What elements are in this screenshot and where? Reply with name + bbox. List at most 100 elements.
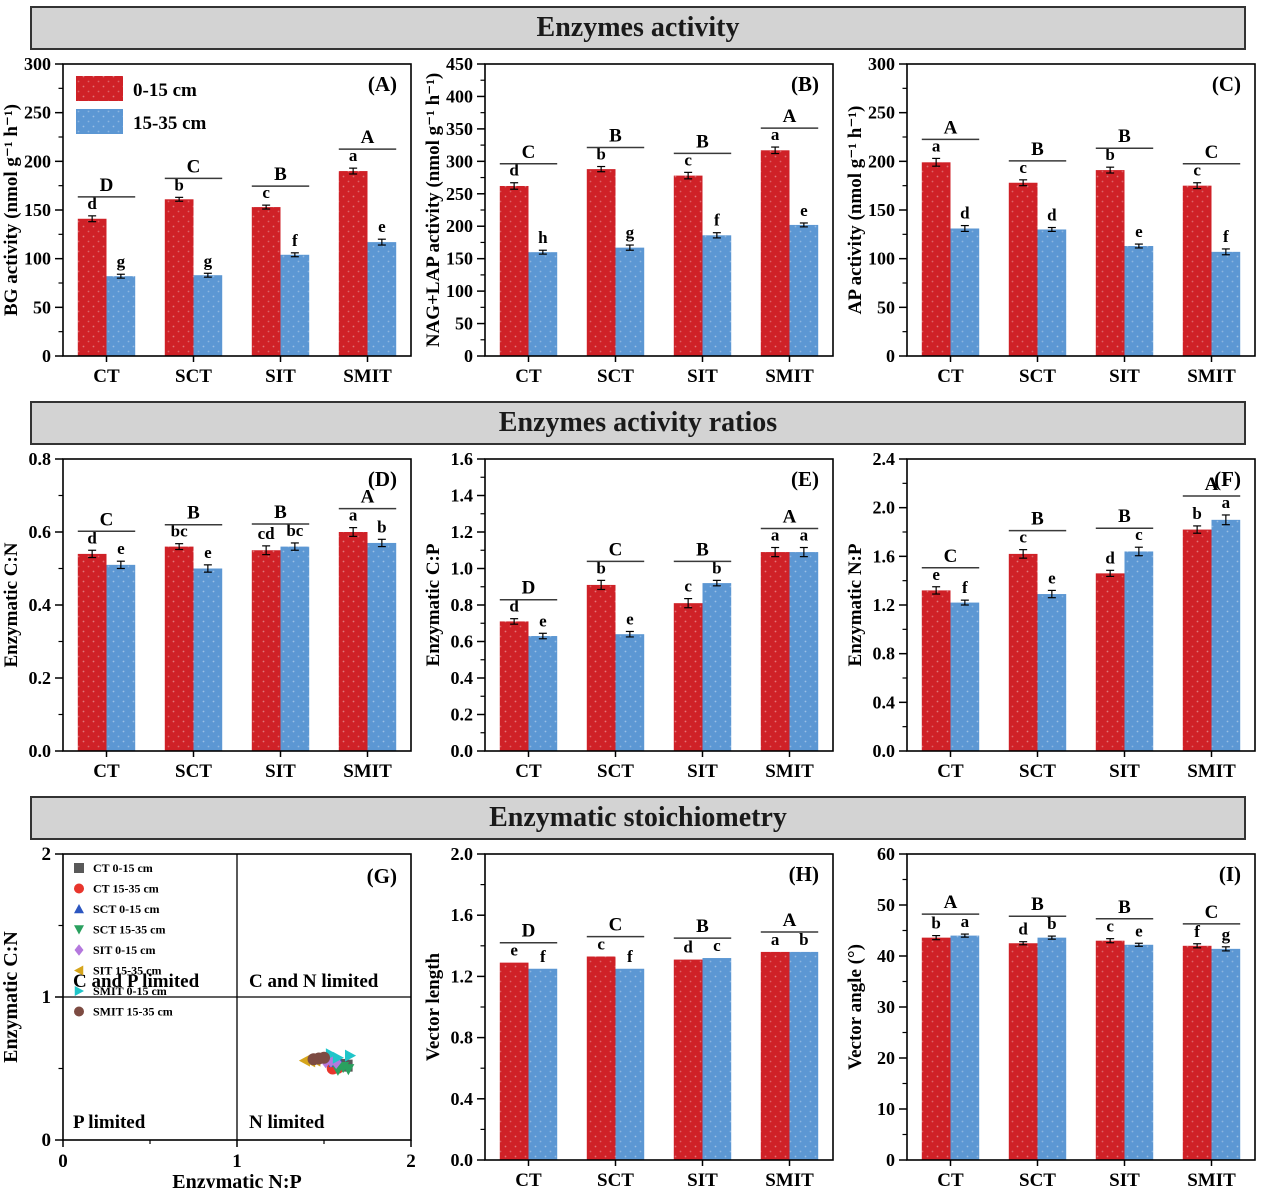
y-axis-title: Enzymatic C:N xyxy=(1,542,22,667)
sig-letter: b xyxy=(1105,145,1114,164)
bar-SCT-15-35 cm xyxy=(615,968,645,1160)
y-tick-label: 0.6 xyxy=(29,522,52,542)
x-tick-label: SMIT xyxy=(765,366,814,387)
sig-letter: a xyxy=(771,125,780,144)
y-tick-label: 0.0 xyxy=(451,741,474,761)
y-axis-title: BG activity (nmol g⁻¹ h⁻¹) xyxy=(1,104,22,316)
banner-title: Enzymatic stoichiometry xyxy=(489,802,787,833)
bar-SCT-15-35 cm xyxy=(1037,594,1067,751)
x-tick-label: CT xyxy=(937,1170,964,1188)
x-tick-label: SCT xyxy=(175,761,212,782)
bar-SIT-0-15 cm xyxy=(1095,940,1125,1160)
y-tick-label: 2.0 xyxy=(873,498,896,518)
sig-letter: a xyxy=(771,526,780,545)
bar-SMIT-0-15 cm xyxy=(1182,529,1212,751)
bar-SIT-15-35 cm xyxy=(702,958,732,1160)
y-tick-label: 50 xyxy=(455,314,473,334)
plot-frame xyxy=(484,458,834,752)
group-sig-letter: A xyxy=(944,892,958,913)
sig-letter: b xyxy=(596,558,605,577)
quadrant-label: C and N limited xyxy=(249,971,379,992)
bar-SCT-0-15 cm xyxy=(1008,182,1038,356)
y-tick-label: 350 xyxy=(446,119,473,139)
plot-frame xyxy=(484,853,834,1161)
sig-letter: e xyxy=(1135,222,1143,241)
bar-SMIT-15-35 cm xyxy=(1211,519,1241,751)
y-tick-label: 50 xyxy=(33,297,51,317)
y-tick-label: 200 xyxy=(446,216,473,236)
sig-letter: c xyxy=(1019,158,1027,177)
sig-letter: a xyxy=(800,526,809,545)
y-tick-label: 1 xyxy=(42,987,52,1008)
section-banner-stoichiometry: Enzymatic stoichiometry xyxy=(30,796,1246,840)
legend-label: 15-35 cm xyxy=(133,113,207,134)
bar-SMIT-0-15 cm xyxy=(338,532,368,751)
y-tick-label: 1.2 xyxy=(451,966,474,986)
legend-label: SMIT 15-35 cm xyxy=(93,1005,173,1019)
quadrant-label: N limited xyxy=(249,1112,325,1133)
y-tick-label: 300 xyxy=(24,54,51,74)
y-axis-title: Enzymatic C:P xyxy=(423,543,444,666)
x-tick-label: SMIT xyxy=(1187,366,1236,387)
legend-swatch-blue xyxy=(76,109,123,134)
y-tick-label: 40 xyxy=(877,946,895,966)
bar-SCT-15-35 cm xyxy=(1037,937,1067,1160)
bar-SCT-0-15 cm xyxy=(164,199,194,356)
scatter-marker-circle xyxy=(74,883,84,894)
group-sig-letter: B xyxy=(1031,509,1044,530)
y-tick-label: 1.4 xyxy=(451,486,474,506)
x-tick-label: SCT xyxy=(597,1170,634,1188)
y-tick-label: 2 xyxy=(42,844,52,865)
panel-I: b a A CT d b B SCT c e B SIT f g C SMIT 0 10 20 30 40 50 60 Vec… xyxy=(845,844,1267,1188)
bar-SCT-0-15 cm xyxy=(586,169,616,356)
sig-letter: b xyxy=(174,175,183,194)
bar-SIT-15-35 cm xyxy=(280,254,310,356)
sig-letter: d xyxy=(1018,920,1028,939)
y-tick-label: 0.0 xyxy=(29,741,52,761)
sig-letter: e xyxy=(204,543,212,562)
panel-A: d g D CT b g C SCT c f B SIT a e A SMIT 0 50 100 150 200 250 3… xyxy=(1,54,423,395)
y-tick-label: 30 xyxy=(877,997,895,1017)
sig-letter: e xyxy=(539,611,547,630)
sig-letter: f xyxy=(627,947,633,966)
x-tick-label: CT xyxy=(937,761,964,782)
sig-letter: c xyxy=(1106,917,1114,936)
scatter-marker-triangle-right xyxy=(332,1051,344,1064)
bar-SCT-0-15 cm xyxy=(586,956,616,1160)
group-sig-letter: A xyxy=(783,910,797,931)
y-tick-label: 1.6 xyxy=(873,546,896,566)
group-sig-letter: B xyxy=(696,131,709,152)
sig-letter: d xyxy=(1105,548,1115,567)
sig-letter: c xyxy=(684,577,692,596)
sig-letter: e xyxy=(1135,921,1143,940)
panel-E: d e D CT b e C SCT c b B SIT a a A SMIT 0.0 0.2 0.4 0.6 0.8 1… xyxy=(423,449,845,790)
group-sig-letter: A xyxy=(783,507,797,528)
y-tick-label: 0.4 xyxy=(873,692,896,712)
sig-letter: a xyxy=(932,136,941,155)
y-tick-label: 50 xyxy=(877,895,895,915)
panel-F-chart: efCCTceBSCTdcBSITbaASMIT0.00.40.81.21.62… xyxy=(845,449,1256,782)
sig-letter: c xyxy=(684,150,692,169)
bar-SMIT-0-15 cm xyxy=(760,552,790,751)
sig-letter: e xyxy=(117,539,125,558)
bar-SMIT-15-35 cm xyxy=(789,224,819,356)
y-tick-label: 1.2 xyxy=(451,522,474,542)
y-tick-label: 60 xyxy=(877,844,895,864)
quadrant-label: P limited xyxy=(73,1112,146,1133)
y-tick-label: 50 xyxy=(877,297,895,317)
scatter-marker-circle xyxy=(74,1006,84,1017)
x-tick-label: SCT xyxy=(1019,761,1056,782)
bar-SIT-0-15 cm xyxy=(251,207,281,356)
x-tick-label: 0 xyxy=(58,1151,68,1172)
x-tick-label: SIT xyxy=(687,1170,718,1188)
bar-SIT-15-35 cm xyxy=(1124,944,1154,1160)
x-tick-label: CT xyxy=(937,366,964,387)
panel-tag: (C) xyxy=(1212,72,1241,96)
x-tick-label: SMIT xyxy=(1187,761,1236,782)
sig-letter: d xyxy=(87,194,97,213)
group-sig-letter: B xyxy=(1031,139,1044,160)
x-tick-label: SMIT xyxy=(1187,1170,1236,1188)
sig-letter: a xyxy=(961,912,970,931)
